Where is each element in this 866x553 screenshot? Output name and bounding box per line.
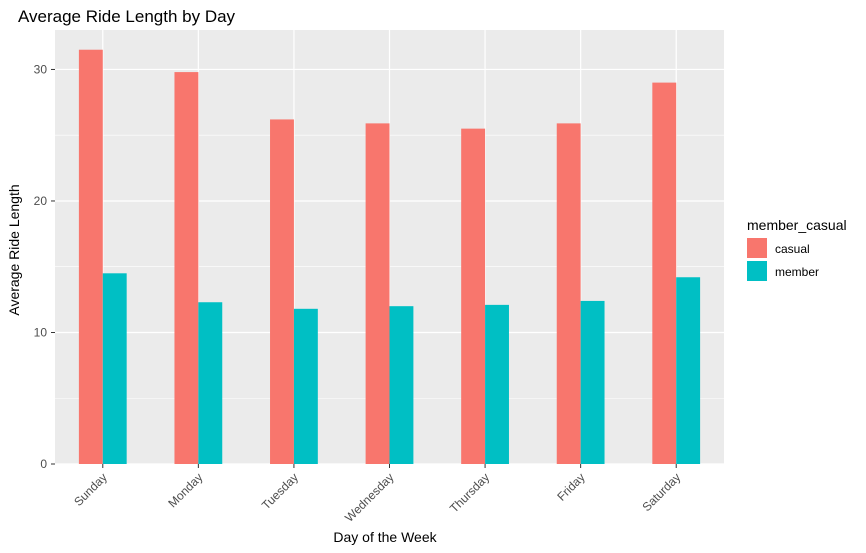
bar-casual-saturday bbox=[652, 82, 677, 464]
x-axis-ticks: Sunday Monday Tuesday Wednesday Thursday Frid… bbox=[71, 464, 683, 525]
x-tick-label: Thursday bbox=[447, 470, 492, 515]
x-tick-label: Friday bbox=[554, 470, 587, 503]
bar-member-friday bbox=[580, 300, 605, 464]
bar-casual-thursday bbox=[461, 128, 486, 465]
y-tick-label: 0 bbox=[40, 457, 47, 471]
bar-member-sunday bbox=[102, 273, 127, 464]
bar-member-tuesday bbox=[293, 308, 318, 464]
x-axis-title: Day of the Week bbox=[333, 529, 437, 545]
y-tick-label: 20 bbox=[34, 194, 48, 208]
y-tick-label: 30 bbox=[34, 62, 48, 76]
bar-member-thursday bbox=[485, 304, 509, 464]
bar-member-wednesday bbox=[389, 306, 414, 464]
legend-label-member: member bbox=[775, 265, 819, 279]
legend-label-casual: casual bbox=[775, 242, 810, 256]
y-tick-label: 10 bbox=[34, 325, 48, 339]
y-axis-ticks: 0 10 20 30 bbox=[34, 62, 55, 471]
bar-casual-monday bbox=[174, 72, 199, 465]
x-tick-label: Tuesday bbox=[259, 470, 301, 512]
legend-title: member_casual bbox=[747, 217, 847, 233]
bars bbox=[78, 49, 701, 465]
y-axis-title: Average Ride Length bbox=[6, 184, 22, 315]
legend-key-casual bbox=[747, 238, 767, 258]
x-tick-label: Monday bbox=[165, 470, 205, 510]
bar-casual-wednesday bbox=[365, 123, 390, 464]
bar-casual-sunday bbox=[78, 49, 103, 465]
legend-key-member bbox=[747, 261, 767, 281]
legend: member_casual casual member bbox=[747, 217, 847, 281]
bar-casual-friday bbox=[556, 123, 581, 464]
bar-casual-tuesday bbox=[270, 119, 294, 465]
chart-title: Average Ride Length by Day bbox=[18, 7, 236, 26]
bar-member-monday bbox=[198, 302, 223, 464]
x-tick-label: Saturday bbox=[639, 470, 683, 514]
bar-member-saturday bbox=[676, 277, 701, 464]
x-tick-label: Wednesday bbox=[342, 470, 397, 525]
x-tick-label: Sunday bbox=[71, 470, 110, 509]
